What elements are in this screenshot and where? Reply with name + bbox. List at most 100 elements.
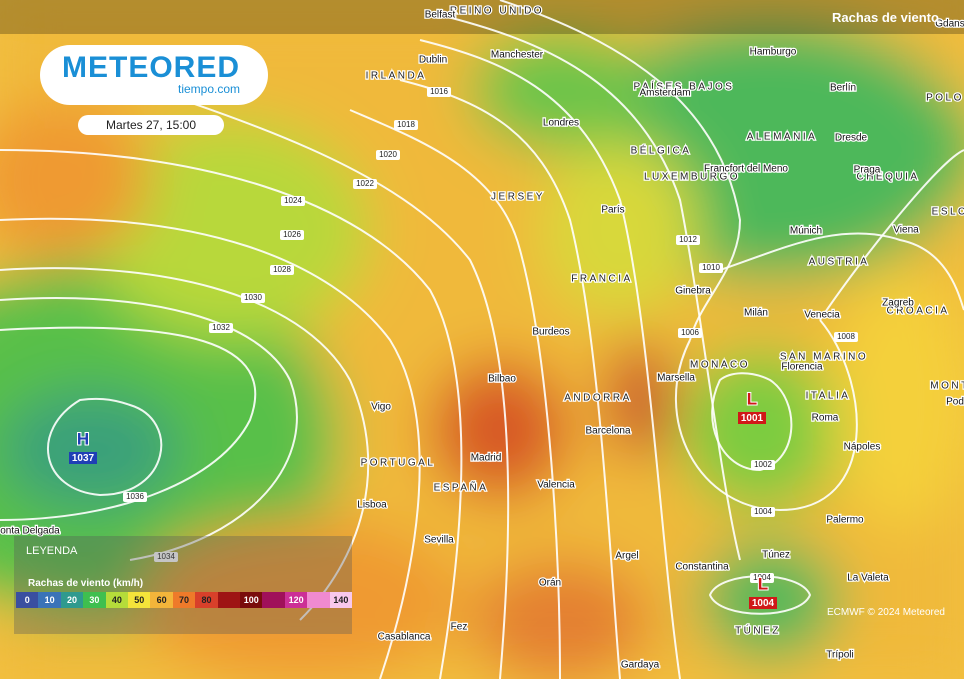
isobar-label: 1022 (356, 179, 374, 188)
legend-swatch: 140 (329, 592, 353, 608)
country-label: ITALIA (806, 391, 851, 402)
country-label: CROACIA (886, 306, 949, 317)
city-label: Túnez (762, 550, 790, 561)
city-label: Amsterdam (639, 88, 690, 99)
country-label: CHEQUIA (856, 172, 919, 183)
country-label: MONT (930, 381, 964, 392)
isobar-label: 1012 (679, 235, 697, 244)
city-label: Venecia (804, 310, 840, 321)
isobar-label-bg (678, 328, 702, 338)
city-label: Roma (812, 413, 839, 424)
isobar-label-bg (123, 492, 147, 502)
pressure-symbol: L (758, 574, 768, 593)
isobar-label-bg (427, 87, 451, 97)
city-label: Dresde (835, 133, 868, 144)
date-box[interactable]: Martes 27, 15:00 (78, 115, 224, 135)
city-label: Londres (543, 118, 579, 129)
city-label: Casablanca (378, 632, 431, 643)
city-label: Pod (946, 397, 964, 408)
isobar-label: 1030 (244, 293, 262, 302)
city-label: Nápoles (844, 442, 881, 453)
city-label: Gdans (935, 19, 964, 30)
country-label: ANDORRA (564, 393, 632, 404)
legend-swatch (217, 592, 241, 608)
legend-swatch (262, 592, 285, 608)
isobar-label-bg (241, 293, 265, 303)
legend-swatch: 40 (105, 592, 129, 608)
isobar-label-bg (834, 332, 858, 342)
isobar-label-bg (270, 265, 294, 275)
city-label: Madrid (471, 453, 502, 464)
isobar-label: 1024 (284, 196, 302, 205)
city-label: Bilbao (488, 374, 516, 385)
city-label: Belfast (425, 10, 456, 21)
city-label: onta Delgada (0, 526, 60, 537)
city-label: Milán (744, 308, 768, 319)
legend-swatch: 50 (128, 592, 151, 608)
isobar-label-bg (353, 179, 377, 189)
country-label: BÉLGICA (631, 144, 692, 157)
country-label: PAÍSES BAJOS (634, 80, 735, 93)
legend-swatch: 30 (83, 592, 106, 608)
city-label: Barcelona (585, 426, 630, 437)
legend-subtitle: Rachas de viento (km/h) (28, 578, 144, 589)
legend-scale: 0 10 20 30 40 50 60 70 80 100 120 140 (16, 592, 353, 608)
city-label: Ginebra (675, 286, 711, 297)
country-label: ALEMANIA (747, 132, 818, 143)
city-label: Viena (893, 225, 919, 236)
credit: ECMWF © 2024 Meteored (827, 607, 945, 618)
city-label: Dublin (419, 55, 447, 66)
logo: METEORED (62, 51, 241, 84)
legend-swatch: 10 (38, 592, 61, 608)
country-label: POLO (926, 93, 964, 104)
layer-title[interactable]: Rachas de viento (832, 10, 939, 25)
city-label: Múnich (790, 226, 822, 237)
country-label: PORTUGAL (361, 458, 436, 469)
legend-swatch: 0 (16, 592, 39, 608)
isobar-label: 1010 (702, 263, 720, 272)
legend-title: LEYENDA (26, 545, 78, 557)
legend-swatch: 100 (240, 592, 263, 608)
logo-box[interactable]: METEORED tiempo.com (40, 45, 268, 105)
legend-swatch: 20 (60, 592, 84, 608)
country-label: FRANCIA (571, 274, 632, 285)
isobar-label-bg (699, 263, 723, 273)
isobar-label: 1028 (273, 265, 291, 274)
legend: LEYENDA Rachas de viento (km/h) 0 10 20 30 4… (14, 536, 353, 634)
city-label: Praga (854, 165, 881, 176)
city-label: Gardaya (621, 660, 660, 671)
country-label: ESPAÑA (434, 481, 489, 494)
country-label: MONACO (690, 360, 750, 371)
legend-swatch: 60 (150, 592, 173, 608)
pressure-symbol: H (77, 429, 89, 448)
isobar-label: 1026 (283, 230, 301, 239)
legend-swatch: 80 (195, 592, 218, 608)
pressure-box (69, 452, 97, 464)
pressure-box (749, 597, 777, 609)
pressure-value: 1004 (752, 598, 775, 609)
city-label: Marsella (657, 373, 695, 384)
isobar-label: 1018 (397, 120, 415, 129)
city-label: Vigo (371, 402, 391, 413)
country-label: LUXEMBURGO (644, 172, 740, 183)
city-label: Orán (539, 578, 561, 589)
isobar-label: 1002 (754, 460, 772, 469)
pressure-symbol: L (747, 389, 757, 408)
city-label: Berlín (830, 83, 856, 94)
logo-sub: tiempo.com (178, 82, 241, 96)
country-label: REINO UNIDO (450, 6, 544, 17)
country-label: JERSEY (491, 192, 545, 203)
city-label: Francfort del Meno (704, 164, 788, 175)
city-label: Argel (615, 551, 638, 562)
isobar-label-bg (154, 552, 178, 562)
country-label: ESLO (932, 207, 964, 218)
city-label: Valencia (537, 480, 575, 491)
isobar-label-bg (394, 120, 418, 130)
legend-swatch: 120 (284, 592, 308, 608)
country-label: AUSTRIA (809, 257, 870, 268)
city-label: Zagreb (882, 298, 914, 309)
pressure-box (738, 412, 766, 424)
